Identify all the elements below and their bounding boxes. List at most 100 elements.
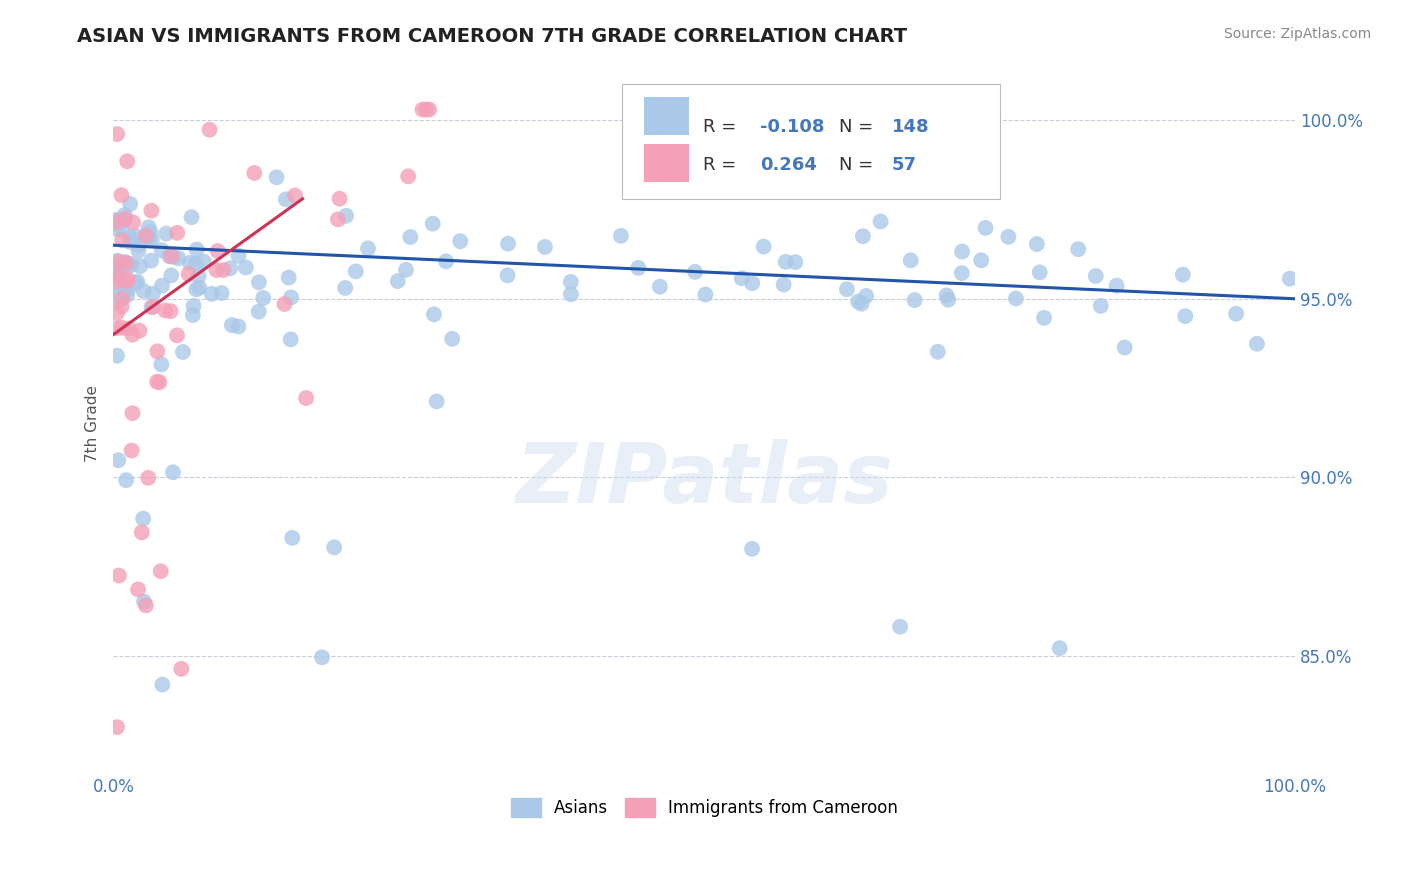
Point (1084, 268, 1107, 283)
Point (1005, 292, 1028, 306)
Point (181, 308, 204, 322)
Point (212, 263, 235, 277)
Point (108, 568, 131, 582)
Point (183, 299, 205, 313)
Point (186, 243, 208, 257)
Point (118, 321, 141, 335)
Point (141, 233, 163, 247)
Point (105, 306, 128, 320)
Point (150, 243, 173, 257)
Point (775, 255, 797, 269)
Point (114, 208, 136, 222)
Point (146, 344, 169, 359)
Point (125, 276, 148, 290)
Point (150, 278, 173, 293)
Point (936, 293, 959, 307)
Text: ZIPatlas: ZIPatlas (516, 439, 893, 520)
Point (149, 564, 172, 578)
Point (835, 282, 858, 296)
Point (120, 257, 142, 271)
Point (496, 236, 519, 251)
Point (648, 279, 671, 293)
Point (772, 277, 794, 292)
Text: Source: ZipAtlas.com: Source: ZipAtlas.com (1223, 27, 1371, 41)
Point (110, 257, 132, 271)
Point (280, 332, 302, 346)
Point (426, 394, 449, 409)
Point (111, 299, 134, 313)
Point (111, 233, 134, 247)
Point (155, 227, 177, 241)
Point (869, 214, 891, 228)
Point (117, 272, 139, 286)
Point (135, 228, 157, 243)
Point (1114, 341, 1136, 355)
Point (970, 253, 993, 268)
Point (219, 261, 242, 276)
Point (1171, 268, 1194, 282)
Point (117, 288, 139, 302)
Point (610, 228, 633, 243)
Point (107, 293, 129, 308)
Point (132, 511, 155, 525)
Point (852, 229, 875, 244)
Point (198, 122, 221, 136)
Point (115, 256, 138, 270)
Point (741, 541, 763, 556)
Point (129, 259, 152, 273)
Point (141, 300, 163, 314)
Point (157, 249, 180, 263)
Point (127, 582, 149, 597)
Point (105, 222, 128, 236)
Point (328, 192, 350, 206)
Point (138, 232, 160, 246)
Point (252, 291, 274, 305)
Point (135, 599, 157, 613)
Point (105, 720, 128, 734)
Point (107, 453, 129, 467)
Point (110, 188, 132, 202)
Point (627, 260, 650, 275)
Point (900, 253, 922, 268)
Point (395, 263, 418, 277)
Point (284, 188, 307, 202)
Point (335, 281, 357, 295)
Point (105, 321, 128, 335)
Text: N =: N = (839, 118, 879, 136)
Point (441, 332, 464, 346)
Point (131, 525, 153, 540)
Point (111, 292, 134, 306)
Point (179, 256, 201, 270)
Point (117, 282, 139, 296)
Point (1067, 242, 1090, 256)
Point (1090, 299, 1112, 313)
Point (142, 286, 165, 301)
Point (128, 324, 150, 338)
Point (274, 193, 297, 207)
Point (132, 595, 155, 609)
Point (167, 252, 190, 266)
Point (105, 288, 128, 302)
Point (105, 213, 128, 227)
Point (166, 226, 188, 240)
Point (560, 275, 582, 289)
Point (118, 259, 141, 273)
Text: -0.108: -0.108 (759, 118, 824, 136)
Point (434, 254, 457, 268)
Point (186, 282, 208, 296)
FancyBboxPatch shape (621, 85, 1000, 199)
Point (114, 255, 136, 269)
Point (1105, 278, 1128, 293)
Point (1025, 237, 1047, 252)
Point (247, 275, 270, 289)
Point (683, 265, 706, 279)
Point (127, 244, 149, 258)
Point (141, 253, 163, 268)
Point (128, 238, 150, 252)
Point (125, 229, 148, 244)
Point (146, 375, 169, 389)
Point (159, 304, 181, 318)
Point (277, 270, 299, 285)
Point (160, 268, 183, 283)
Point (114, 279, 136, 293)
